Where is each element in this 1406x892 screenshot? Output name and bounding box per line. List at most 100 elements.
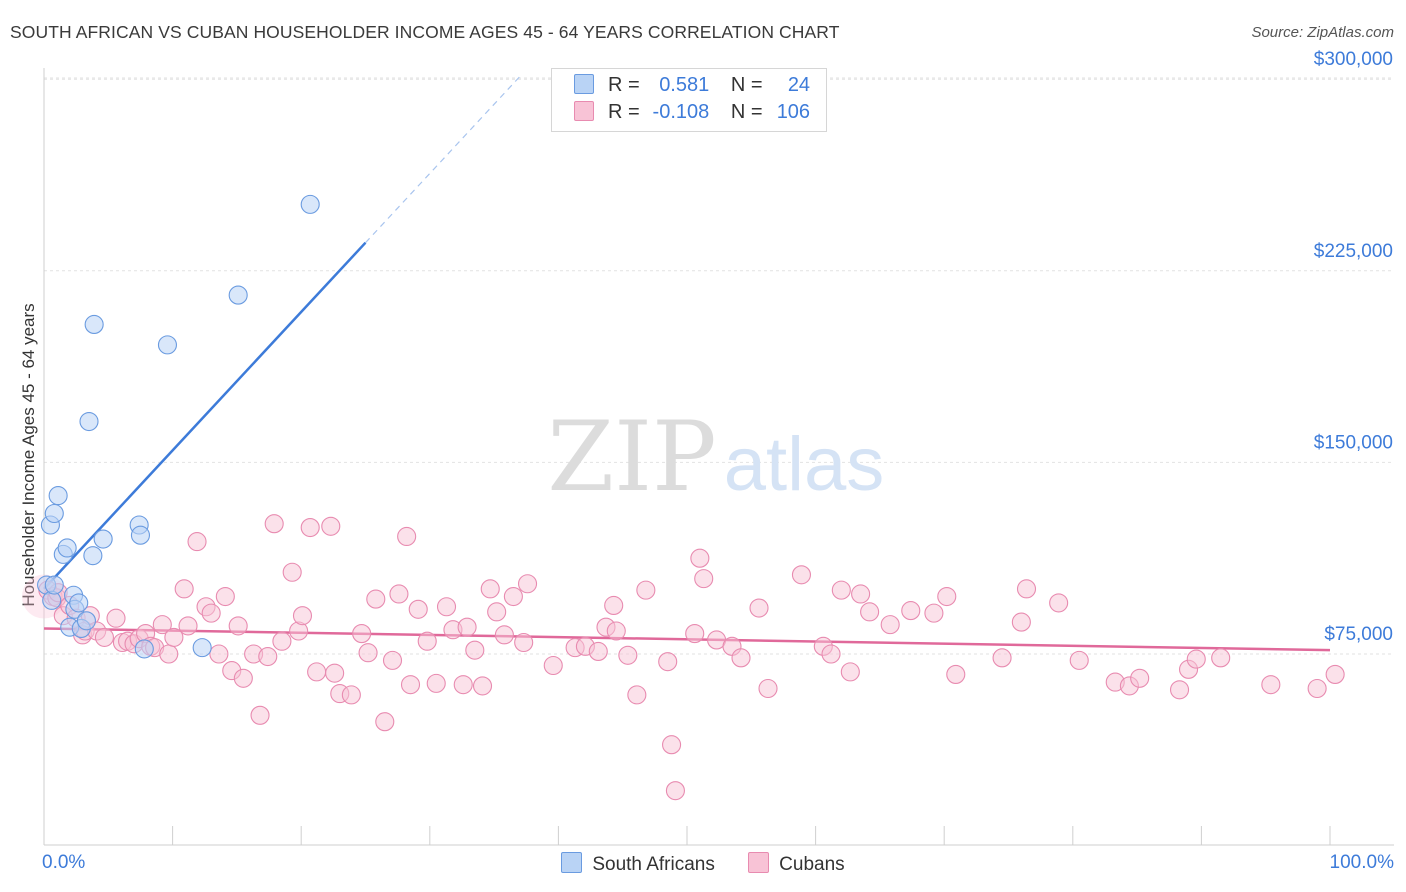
cubans-point — [358, 643, 378, 663]
cubans-point — [658, 652, 678, 672]
cubans-trend-line — [43, 627, 1331, 652]
south-africans-point — [192, 638, 212, 658]
cubans-point — [665, 781, 685, 801]
cubans-point — [272, 631, 292, 651]
cubans-point — [946, 664, 966, 684]
series-legend: South Africans Cubans — [0, 852, 1406, 876]
cubans-point — [1307, 678, 1327, 699]
cubans-point — [1130, 668, 1150, 688]
r-label: R = — [608, 74, 640, 96]
cubans-point — [749, 598, 769, 618]
south-africans-point — [83, 546, 103, 566]
legend-item-south-africans[interactable]: South Africans — [561, 852, 715, 876]
cubans-point — [924, 603, 944, 623]
cubans-point — [831, 580, 851, 600]
cubans-point — [366, 589, 386, 609]
cubans-swatch — [748, 852, 770, 873]
cubans-point — [106, 608, 126, 628]
cubans-point — [821, 644, 841, 664]
y-tick-label: $75,000 — [1324, 624, 1393, 645]
cubans-point — [685, 624, 705, 644]
cubans-point — [472, 676, 493, 696]
cubans-point — [397, 526, 417, 547]
cubans-point — [233, 668, 253, 688]
cubans-point — [627, 685, 647, 705]
r-value: 0.581 — [659, 74, 710, 96]
cubans-point — [1169, 680, 1190, 700]
cubans-point — [375, 712, 395, 732]
cubans-point — [178, 616, 198, 636]
cubans-point — [503, 586, 523, 607]
cubans-point — [1069, 650, 1089, 670]
south-africans-point — [44, 575, 64, 595]
cubans-point — [94, 627, 114, 647]
south-africans-point — [228, 285, 248, 305]
watermark: ZIP atlas — [547, 401, 884, 513]
cubans-point — [606, 621, 626, 641]
cubans-point — [174, 579, 194, 599]
cubans-point — [618, 645, 638, 665]
cubans-point — [636, 580, 656, 600]
cubans-point — [321, 516, 341, 536]
cubans-point — [937, 586, 957, 607]
legend-label: Cubans — [779, 854, 845, 875]
cubans-point — [258, 647, 278, 667]
south-africans-point — [79, 411, 99, 432]
cubans-point — [250, 705, 270, 725]
y-tick-labels: $75,000 $150,000 $225,000 $300,000 — [1314, 49, 1393, 645]
y-tick-label: $150,000 — [1314, 432, 1393, 453]
cubans-point — [341, 685, 361, 705]
cubans-swatch — [574, 101, 594, 121]
cubans-point — [517, 574, 538, 594]
trend-lines — [43, 76, 1331, 652]
cubans-point — [307, 662, 327, 682]
south-africans-point — [48, 486, 68, 506]
cubans-point — [152, 615, 172, 635]
y-tick-label: $300,000 — [1314, 49, 1393, 70]
r-label: R = — [608, 101, 640, 123]
cubans-point — [465, 640, 485, 660]
south-africans-point — [93, 529, 113, 549]
south-africans-points — [37, 194, 320, 659]
legend-item-cubans[interactable]: Cubans — [748, 852, 845, 876]
south-africans-swatch — [561, 852, 583, 873]
cubans-point — [851, 584, 871, 604]
watermark-atlas: atlas — [724, 422, 885, 507]
cubans-point — [215, 586, 235, 607]
cubans-point — [352, 624, 372, 644]
south-africans-swatch — [574, 74, 594, 94]
cubans-point — [382, 650, 403, 670]
grid — [44, 77, 1394, 655]
cubans-point — [201, 603, 221, 623]
cubans-point — [543, 655, 563, 676]
south-africans-point — [84, 314, 104, 334]
cubans-point — [791, 565, 812, 585]
cubans-point — [408, 599, 428, 619]
cubans-point — [992, 648, 1012, 668]
cubans-point — [880, 615, 900, 635]
n-value: 106 — [776, 101, 811, 123]
x-tick-label-min: 0.0% — [42, 852, 86, 873]
south-africans-trend-extension — [365, 76, 521, 244]
cubans-point — [436, 597, 457, 617]
cubans-point — [480, 579, 500, 599]
cubans-point — [400, 675, 421, 695]
cubans-point — [264, 514, 284, 534]
cubans-point — [604, 595, 624, 616]
cubans-point — [1261, 675, 1281, 695]
cubans-point — [282, 562, 302, 582]
cubans-point — [325, 663, 345, 683]
cubans-point — [187, 532, 207, 552]
south-africans-point — [300, 194, 320, 214]
cubans-points — [22, 514, 1345, 801]
cubans-point — [487, 602, 507, 622]
cubans-point — [164, 627, 184, 647]
cubans-point — [588, 641, 608, 661]
south-africans-point — [76, 611, 96, 631]
cubans-point — [1211, 648, 1231, 668]
n-value: 24 — [787, 74, 811, 96]
cubans-point — [494, 625, 514, 645]
cubans-point — [901, 601, 921, 621]
cubans-point — [690, 548, 710, 568]
